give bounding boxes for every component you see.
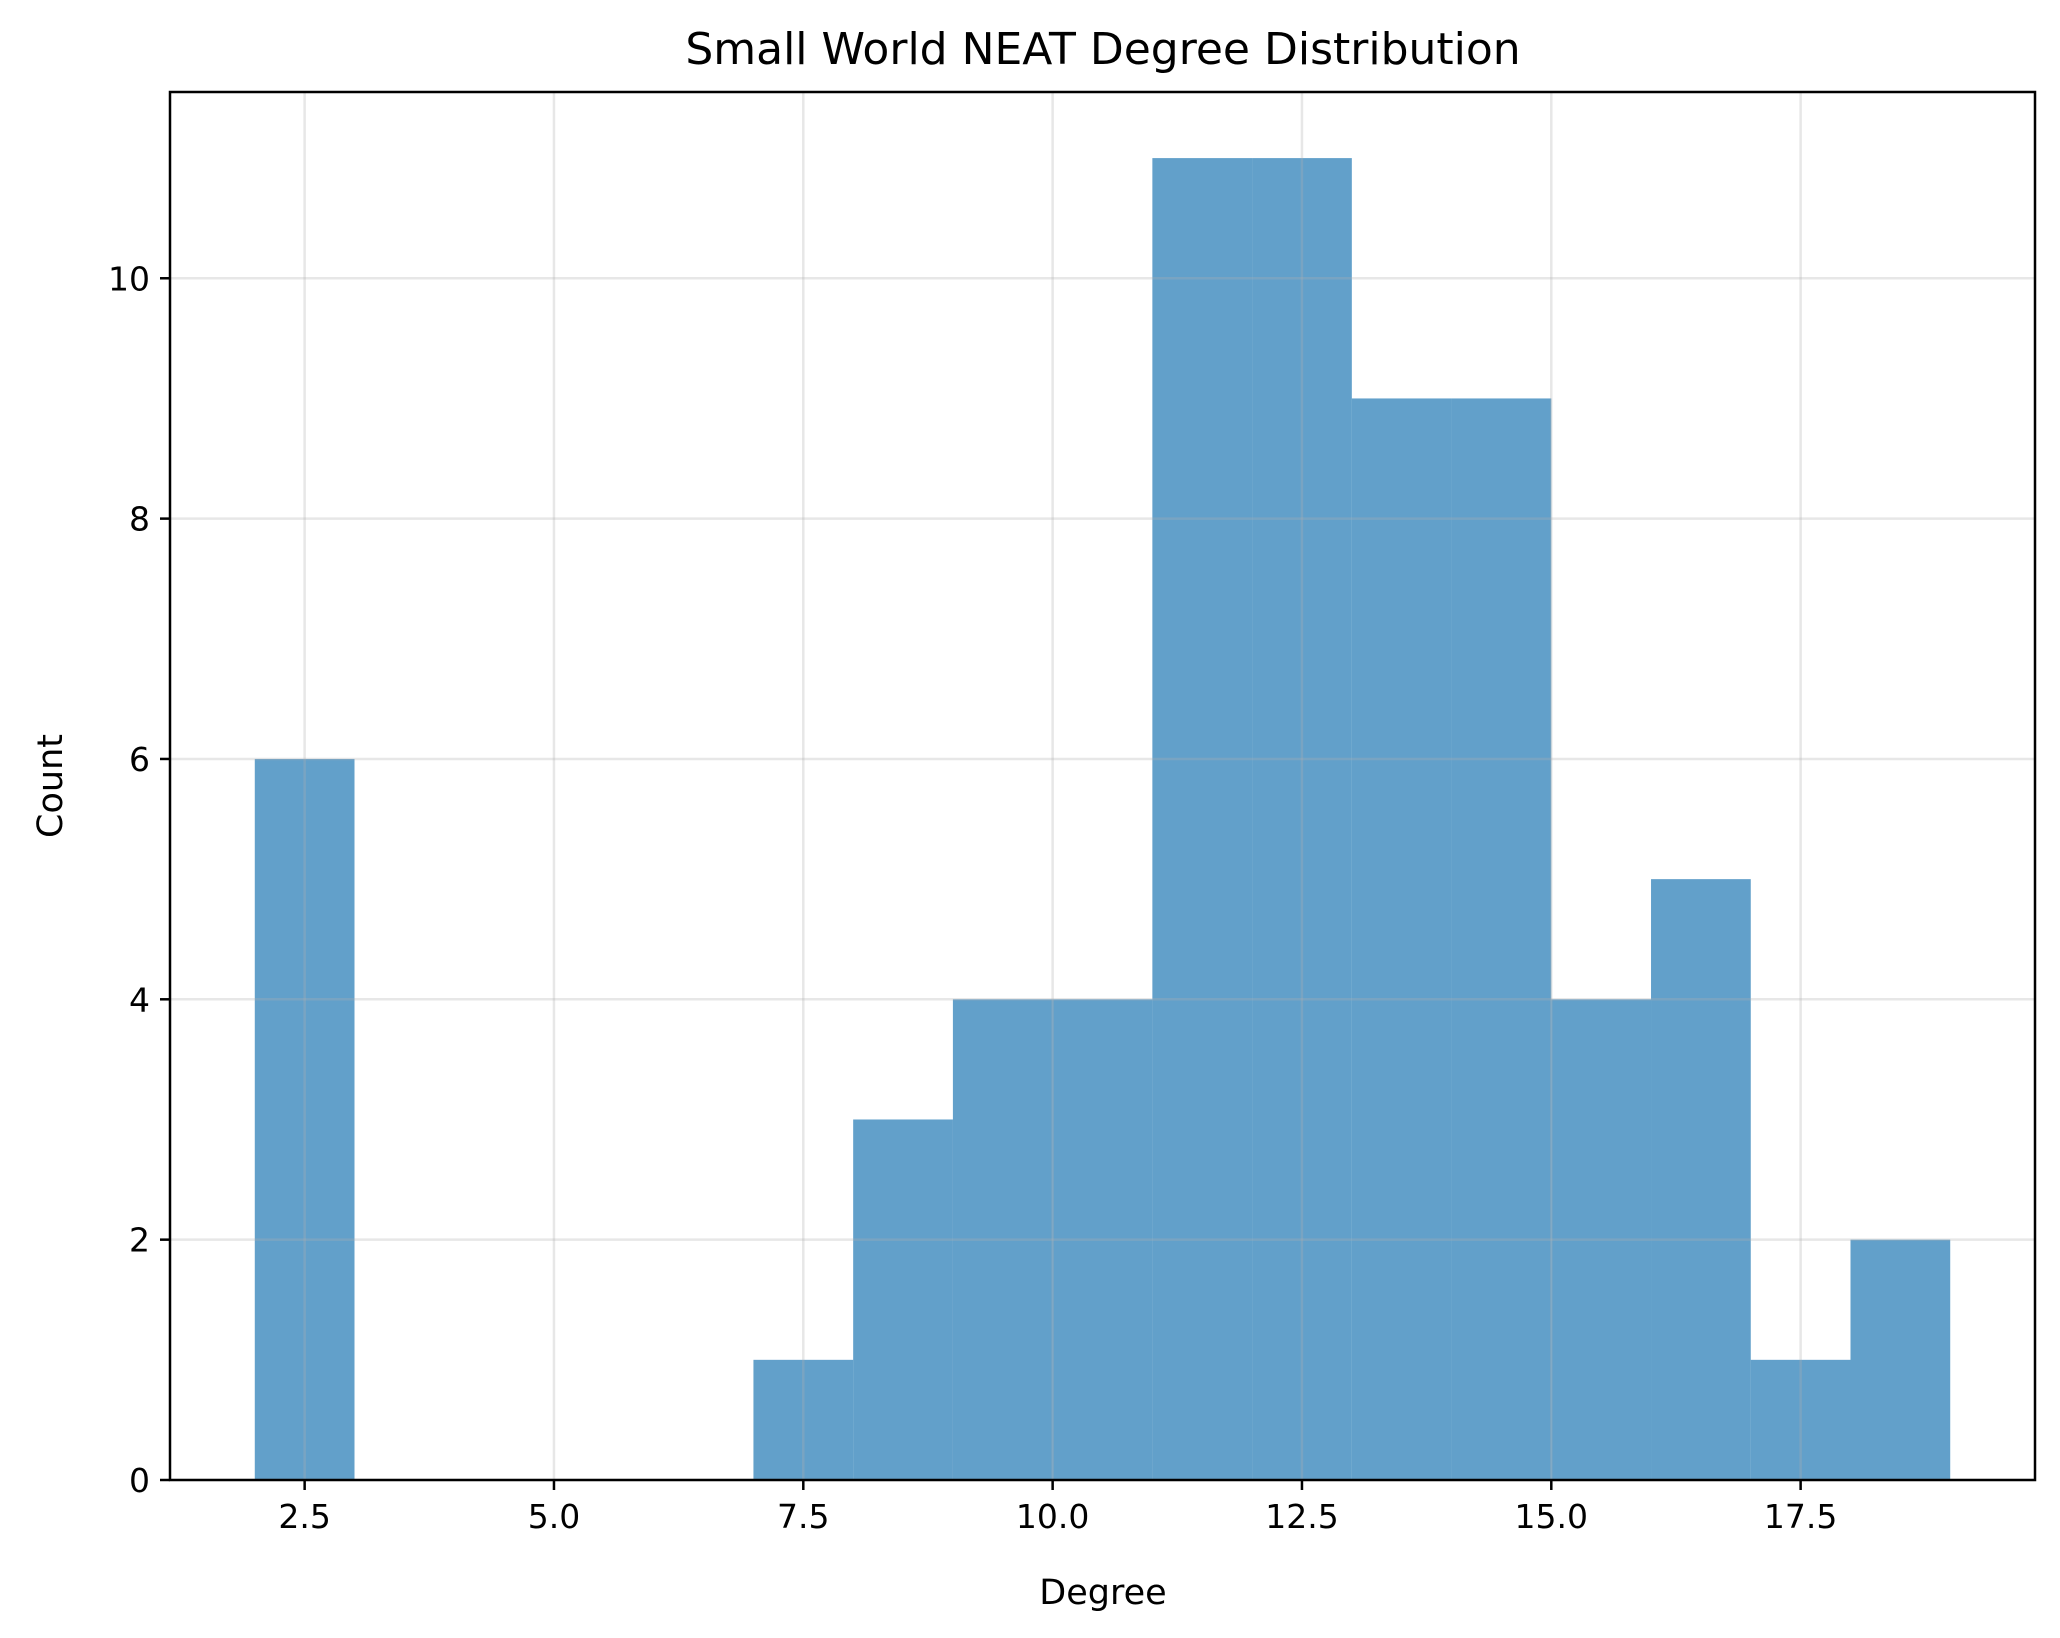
x-tick-label: 5.0 (528, 1497, 580, 1536)
histogram-bar-13 (1551, 999, 1652, 1480)
y-tick-label: 0 (129, 1461, 150, 1500)
y-axis-label: Count (31, 734, 71, 838)
y-tick-label: 4 (129, 980, 150, 1019)
y-tick-label: 10 (108, 259, 150, 298)
histogram-bar-10 (1252, 158, 1352, 1481)
histogram-bar-16 (1850, 1239, 1951, 1480)
x-tick-label: 17.5 (1764, 1497, 1837, 1536)
histogram-bar-11 (1351, 398, 1452, 1481)
histogram-bar-6 (853, 1119, 953, 1480)
x-tick-label: 10.0 (1016, 1497, 1089, 1536)
x-axis-label: Degree (1039, 1573, 1166, 1613)
plot-frame (168, 90, 2037, 1482)
chart-title: Small World NEAT Degree Distribution (685, 24, 1520, 75)
y-tick-label: 8 (129, 500, 150, 539)
x-tick-label: 2.5 (278, 1497, 330, 1536)
histogram-bar-9 (1152, 158, 1253, 1481)
histogram-bar-14 (1651, 879, 1751, 1480)
histogram-bar-15 (1750, 1359, 1851, 1480)
x-tick-label: 12.5 (1265, 1497, 1338, 1536)
x-tick-label: 15.0 (1515, 1497, 1588, 1536)
histogram-bar-12 (1451, 398, 1552, 1481)
histogram-bar-7 (952, 999, 1053, 1480)
x-tick-label: 7.5 (777, 1497, 829, 1536)
histogram-bars (254, 158, 1951, 1481)
histogram-bar-5 (753, 1359, 854, 1480)
axis-ticks: 2.5 5.0 7.5 10.0 12.5 15.0 17.5 0 2 4 6 8 10 (108, 259, 1837, 1536)
histogram-bar-8 (1052, 999, 1153, 1480)
histogram-bar-0 (254, 758, 355, 1480)
y-tick-label: 6 (129, 740, 150, 779)
y-tick-label: 2 (129, 1221, 150, 1260)
